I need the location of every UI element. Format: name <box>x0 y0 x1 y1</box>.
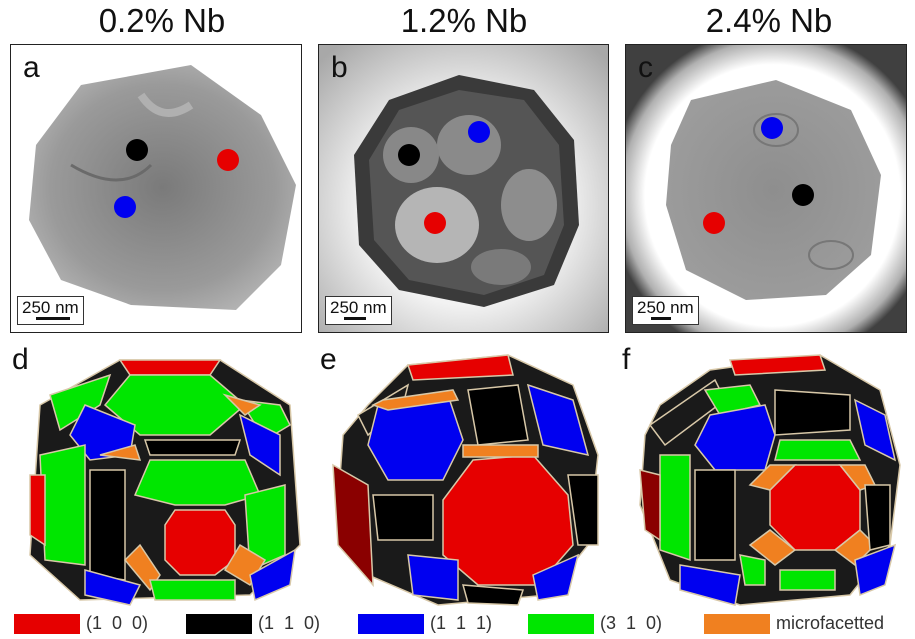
marker-red-c <box>703 212 725 234</box>
legend-label-110: (1 1 0) <box>258 613 321 633</box>
title-1-2-nb: 1.2% Nb <box>400 2 528 39</box>
particle-c-image <box>626 45 906 332</box>
scale-line-a <box>36 317 70 320</box>
marker-red-a <box>217 149 239 171</box>
marker-black-a <box>126 139 148 161</box>
particle-b-image <box>319 45 608 332</box>
scale-line-c <box>651 317 671 320</box>
legend-label-310: (3 1 0) <box>600 613 663 633</box>
legend-swatch-100 <box>14 614 80 634</box>
scale-label-a: 250 nm <box>22 298 79 317</box>
legend: (1 0 0) (1 1 0) (1 1 1) (3 1 0) microfac… <box>0 610 915 639</box>
legend-swatch-microfacetted <box>704 614 770 634</box>
legend-label-100: (1 0 0) <box>86 613 149 633</box>
scale-bar-c: 250 nm <box>632 296 699 325</box>
tem-panel-b: b 250 nm <box>318 44 609 333</box>
panel-letter-c: c <box>638 51 653 84</box>
legend-swatch-111 <box>358 614 424 634</box>
panel-letter-d: d <box>12 345 29 376</box>
marker-blue-c <box>761 117 783 139</box>
panel-letter-e: e <box>320 345 337 376</box>
marker-black-b <box>398 144 420 166</box>
scale-label-c: 250 nm <box>637 298 694 317</box>
scale-bar-a: 250 nm <box>17 296 84 325</box>
model-f: f <box>622 345 901 606</box>
title-2-4-nb: 2.4% Nb <box>705 2 833 39</box>
marker-black-c <box>792 184 814 206</box>
title-0-2-nb: 0.2% Nb <box>98 2 226 39</box>
model-d: d <box>12 345 301 606</box>
legend-swatch-310 <box>528 614 594 634</box>
panel-letter-a: a <box>23 51 40 84</box>
model-e: e <box>320 345 599 606</box>
marker-blue-a <box>114 196 136 218</box>
marker-blue-b <box>468 121 490 143</box>
tem-panel-a: a 250 nm <box>10 44 302 333</box>
scale-bar-b: 250 nm <box>325 296 392 325</box>
panel-letter-b: b <box>331 51 348 84</box>
legend-label-microfacetted: microfacetted <box>776 613 885 633</box>
panel-letter-f: f <box>622 345 631 376</box>
particle-a-image <box>29 65 296 310</box>
marker-red-b <box>424 212 446 234</box>
scale-label-b: 250 nm <box>330 298 387 317</box>
legend-swatch-110 <box>186 614 252 634</box>
legend-label-111: (1 1 1) <box>430 613 493 633</box>
tem-panel-c: c 250 nm <box>625 44 907 333</box>
scale-line-b <box>344 317 366 320</box>
